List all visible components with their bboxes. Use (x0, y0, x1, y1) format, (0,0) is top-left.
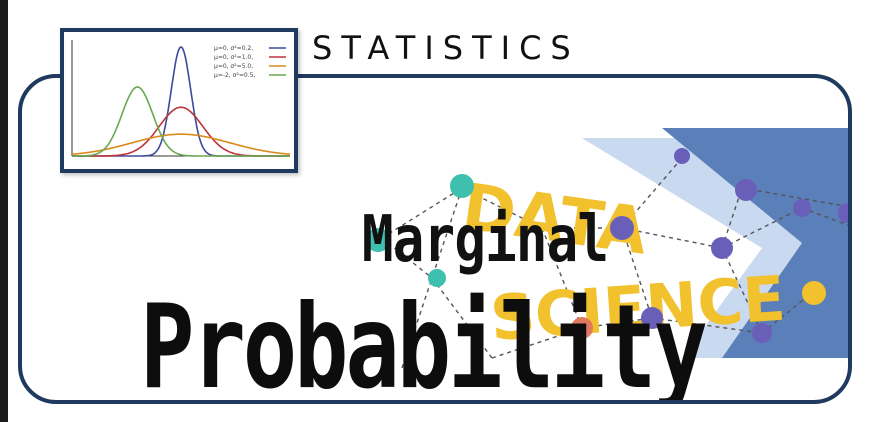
inset-legend: μ=0, σ²=0.2, μ=0, σ²=1.0, μ=0, σ²=5.0, μ=-2… (214, 45, 286, 79)
inset-curves (71, 46, 291, 157)
left-edge-strip (0, 0, 8, 422)
inset-curve-3 (72, 86, 290, 157)
network-lines (381, 157, 848, 369)
network-nodes (366, 148, 848, 343)
title-line-2: Probability (140, 280, 708, 404)
inset-legend-label-0: μ=0, σ²=0.2, (214, 45, 253, 52)
inset-legend-label-3: μ=-2, σ²=0.5, (214, 72, 255, 79)
chevron-dark (662, 128, 848, 358)
inset-legend-label-2: μ=0, σ²=5.0, (214, 63, 253, 70)
inset-legend-label-1: μ=0, σ²=1.0, (214, 54, 253, 61)
inset-curve-2 (71, 133, 291, 155)
data-science-network-art: DATA SCIENCE (366, 128, 848, 369)
normal-distribution-inset: μ=0, σ²=0.2, μ=0, σ²=1.0, μ=0, σ²=5.0, μ=-2… (60, 28, 298, 173)
title-line-1: Marginal (362, 203, 609, 277)
normal-distribution-chart: μ=0, σ²=0.2, μ=0, σ²=1.0, μ=0, σ²=5.0, μ=-2… (71, 40, 291, 157)
category-label: STATISTICS (312, 29, 580, 67)
inset-curve-0 (72, 46, 290, 157)
banner-frame: DATA SCIENCE Marginal Probability (18, 74, 852, 404)
